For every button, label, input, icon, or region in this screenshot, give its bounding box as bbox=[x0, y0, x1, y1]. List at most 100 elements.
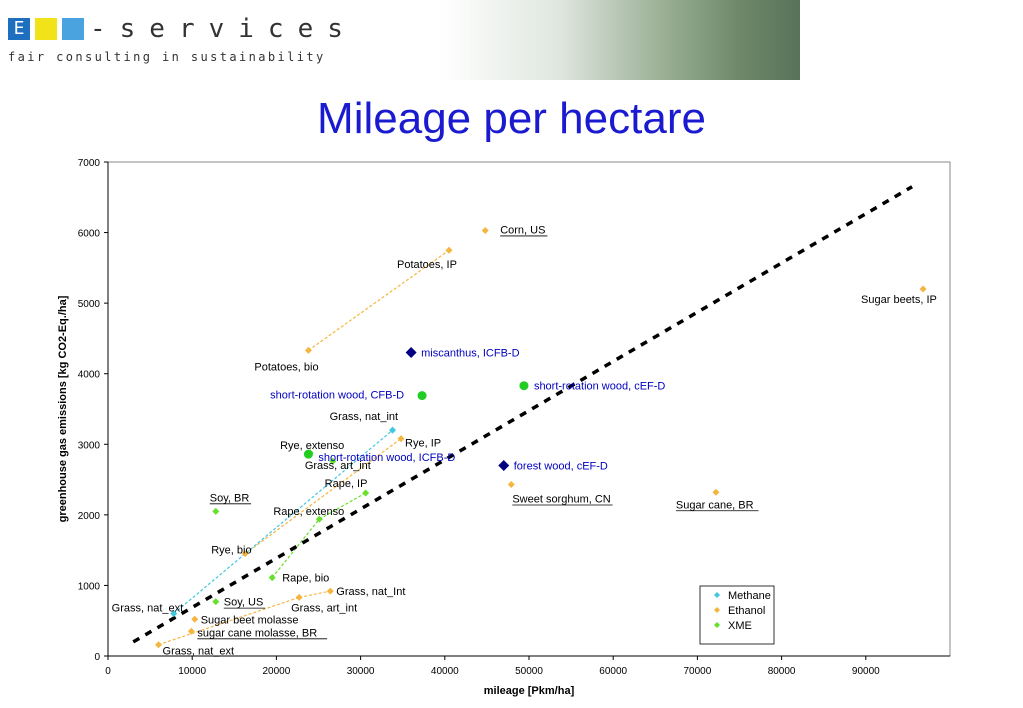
connector-methane bbox=[173, 429, 393, 615]
data-points bbox=[155, 226, 927, 649]
y-tick-label: 2000 bbox=[78, 511, 101, 522]
label-rape-ip: Rape, IP bbox=[325, 478, 368, 490]
label-soy-br: Soy, BR bbox=[210, 492, 250, 504]
point-ethanol-grass-nat-int bbox=[326, 587, 334, 595]
label-sugar-cane-br: Sugar cane, BR bbox=[676, 499, 754, 511]
point-ethanol-potatoes-ip bbox=[445, 246, 453, 254]
logo-block-lightblue bbox=[62, 18, 84, 40]
y-tick-label: 5000 bbox=[78, 299, 101, 310]
point-xme-soy-br bbox=[212, 507, 220, 515]
label-sugar-cane-molasse-br: sugar cane molasse, BR bbox=[197, 627, 317, 639]
point-ethanol-corn-us bbox=[481, 226, 489, 234]
point-ethanol-sugar-beets-ip bbox=[919, 285, 927, 293]
y-tick-label: 3000 bbox=[78, 440, 101, 451]
label-short-rotation-wood-icfb-d: short-rotation wood, ICFB-D bbox=[318, 452, 455, 464]
x-tick-label: 80000 bbox=[768, 666, 796, 677]
point-ethanol-sweet-sorghum-cn bbox=[507, 481, 515, 489]
legend-marker-ethanol bbox=[714, 607, 720, 613]
x-tick-label: 20000 bbox=[262, 666, 290, 677]
point-miscanthus-icfb-d bbox=[405, 347, 417, 359]
y-tick-label: 1000 bbox=[78, 581, 101, 592]
label-short-rotation-wood-cfb-d: short-rotation wood, CFB-D bbox=[270, 390, 404, 402]
x-tick-label: 90000 bbox=[852, 666, 880, 677]
label-potatoes-ip: Potatoes, IP bbox=[397, 259, 457, 271]
legend-marker-methane bbox=[714, 592, 720, 598]
x-tick-label: 70000 bbox=[683, 666, 711, 677]
label-grass-nat-int: Grass, nat_Int bbox=[336, 586, 405, 598]
point-methane-grass-nat-int bbox=[389, 426, 397, 434]
connector-ethanol bbox=[299, 590, 331, 599]
label-rye-bio: Rye, bio bbox=[211, 545, 251, 557]
y-tick-label: 0 bbox=[94, 652, 100, 663]
label-rape-bio: Rape, bio bbox=[282, 573, 329, 585]
label-sugar-beets-ip: Sugar beets, IP bbox=[861, 294, 937, 306]
logo-block-yellow bbox=[35, 18, 57, 40]
connector-ethanol bbox=[308, 249, 450, 351]
label-grass-nat-ext: Grass, nat_ext bbox=[112, 603, 184, 615]
point-xme-rape-bio bbox=[268, 574, 276, 582]
label-grass-nat-ext: Grass, nat_ext bbox=[163, 646, 235, 658]
page-title: Mileage per hectare bbox=[317, 94, 706, 143]
x-tick-label: 10000 bbox=[178, 666, 206, 677]
label-rye-extenso: Rye, extenso bbox=[280, 440, 344, 452]
brand-tagline: fair consulting in sustainability bbox=[8, 50, 326, 64]
point-short-rotation-wood-cef-d bbox=[519, 381, 529, 391]
label-corn-us: Corn, US bbox=[500, 224, 545, 236]
data-labels: Grass, nat_ext Grass, nat_int Corn, US Pota… bbox=[112, 224, 937, 657]
point-xme-grass-art-int bbox=[329, 457, 337, 465]
brand-name: -services bbox=[90, 14, 357, 44]
label-rye-ip: Rye, IP bbox=[405, 438, 441, 450]
trend-line-dashed bbox=[132, 185, 913, 644]
legend-label-ethanol: Ethanol bbox=[728, 605, 765, 617]
legend: Methane Ethanol XME bbox=[699, 585, 775, 645]
legend-label-xme: XME bbox=[728, 620, 752, 632]
trend-line bbox=[132, 185, 913, 644]
y-tick-label: 4000 bbox=[78, 370, 101, 381]
y-tick-label: 6000 bbox=[78, 229, 101, 240]
label-grass-nat-int: Grass, nat_int bbox=[330, 411, 398, 423]
point-xme-soy-us bbox=[212, 598, 220, 606]
x-axis-label: mileage [Pkm/ha] bbox=[484, 685, 575, 697]
x-tick-label: 60000 bbox=[599, 666, 627, 677]
connector-xme bbox=[319, 492, 366, 520]
point-ethanol-potatoes-bio bbox=[304, 346, 312, 354]
connector-ethanol bbox=[244, 438, 402, 555]
point-ethanol-sugar-cane-molasse-br bbox=[187, 627, 195, 635]
axes bbox=[104, 161, 951, 660]
point-ethanol-sugar-beet-molasse bbox=[191, 615, 199, 623]
point-ethanol-grass-nat-ext bbox=[155, 641, 163, 649]
point-ethanol-grass-art-int bbox=[295, 593, 303, 601]
label-forest-wood-cef-d: forest wood, cEF-D bbox=[514, 460, 608, 472]
point-ethanol-rye-bio bbox=[241, 550, 249, 558]
x-tick-label: 40000 bbox=[431, 666, 459, 677]
label-short-rotation-wood-cef-d: short-rotation wood, cEF-D bbox=[534, 381, 665, 393]
label-miscanthus-icfb-d: miscanthus, ICFB-D bbox=[421, 348, 519, 360]
point-ethanol-rye-ip bbox=[397, 435, 405, 443]
label-rape-extenso: Rape, extenso bbox=[273, 506, 344, 518]
point-xme-rape-ip bbox=[362, 489, 370, 497]
point-short-rotation-wood-cfb-d bbox=[417, 391, 427, 401]
x-tick-label: 50000 bbox=[515, 666, 543, 677]
label-sugar-beet-molasse: Sugar beet molasse bbox=[201, 614, 299, 626]
point-methane-grass-nat-ext bbox=[170, 610, 178, 618]
label-potatoes-bio: Potatoes, bio bbox=[254, 361, 318, 373]
legend-box bbox=[699, 585, 775, 645]
logo-block-blue: E bbox=[8, 18, 30, 40]
point-short-rotation-wood-icfb-d bbox=[303, 449, 313, 459]
x-tick-label: 30000 bbox=[347, 666, 375, 677]
header-banner: E -services fair consulting in sustainab… bbox=[0, 0, 800, 80]
label-grass-art-int: Grass, art_int bbox=[305, 460, 371, 472]
y-tick-label: 7000 bbox=[78, 158, 101, 169]
legend-marker-xme bbox=[714, 622, 720, 628]
point-forest-wood-cef-d bbox=[498, 459, 510, 471]
y-axis-label: greenhouse gas emissions [kg CO2-Eq./ha] bbox=[57, 295, 69, 522]
x-tick-label: 0 bbox=[105, 666, 111, 677]
point-ethanol-sugar-cane-br bbox=[712, 488, 720, 496]
label-sweet-sorghum-cn: Sweet sorghum, CN bbox=[512, 494, 610, 506]
label-grass-art-int: Grass, art_int bbox=[291, 602, 357, 614]
point-xme-rape-extenso bbox=[315, 515, 323, 523]
label-soy-us: Soy, US bbox=[224, 597, 264, 609]
legend-label-methane: Methane bbox=[728, 590, 771, 602]
